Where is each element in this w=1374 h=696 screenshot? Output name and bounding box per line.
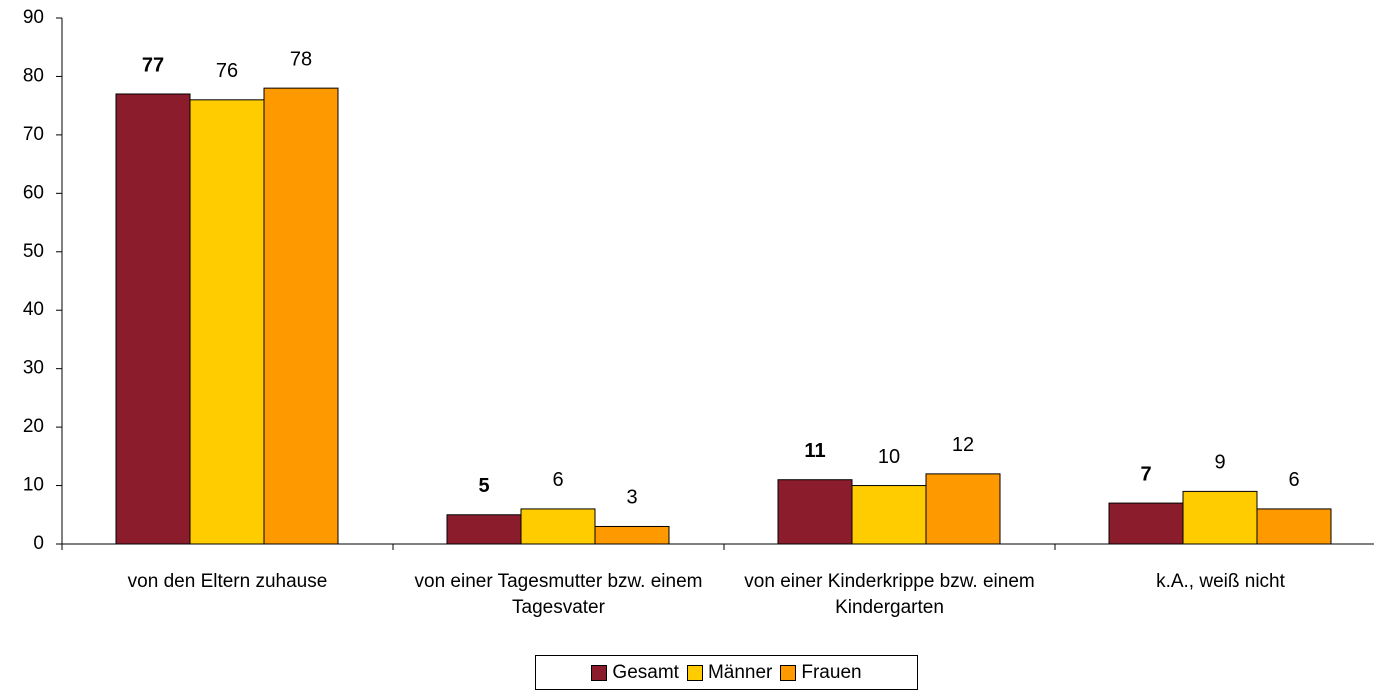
bar xyxy=(263,87,339,545)
bar xyxy=(925,473,1001,545)
bar xyxy=(1108,502,1184,545)
legend-label: Männer xyxy=(707,661,773,683)
bar xyxy=(520,508,596,545)
bar xyxy=(594,525,670,545)
bar xyxy=(851,485,927,545)
bar xyxy=(1182,490,1258,545)
legend: Gesamt Männer Frauen xyxy=(535,655,918,690)
y-tick-label: 60 xyxy=(23,182,44,203)
value-label: 9 xyxy=(1214,452,1225,474)
bar xyxy=(777,479,853,545)
y-tick-label: 90 xyxy=(23,7,44,28)
legend-label: Frauen xyxy=(801,661,862,683)
legend-swatch xyxy=(591,664,608,681)
y-tick-label: 30 xyxy=(23,358,44,379)
value-label: 78 xyxy=(290,48,312,70)
value-label: 3 xyxy=(626,487,637,509)
bar xyxy=(115,93,191,545)
x-tick-label: von den Eltern zuhause xyxy=(127,571,328,592)
x-tick-label: von einer Tagesmutter bzw. einem Tagesva… xyxy=(414,571,703,618)
y-tick-label: 0 xyxy=(33,533,44,554)
legend-swatch xyxy=(780,664,797,681)
x-tick-label: von einer Kinderkrippe bzw. einem Kinder… xyxy=(744,571,1035,618)
legend-item: Frauen xyxy=(780,661,862,684)
y-tick-label: 80 xyxy=(23,65,44,86)
value-label: 6 xyxy=(552,469,563,491)
value-label: 6 xyxy=(1288,469,1299,491)
y-tick-label: 70 xyxy=(23,124,44,145)
y-tick-label: 50 xyxy=(23,241,44,262)
bar xyxy=(1256,508,1332,545)
y-tick-label: 40 xyxy=(23,299,44,320)
y-tick-label: 10 xyxy=(23,475,44,496)
legend-item: Männer xyxy=(686,661,773,684)
value-label: 12 xyxy=(952,434,974,456)
bar xyxy=(446,514,522,545)
legend-label: Gesamt xyxy=(612,661,679,683)
value-label: 77 xyxy=(142,54,164,76)
value-label: 11 xyxy=(804,440,825,462)
value-label: 5 xyxy=(478,475,489,497)
y-tick-label: 20 xyxy=(23,416,44,437)
legend-swatch xyxy=(686,664,703,681)
x-tick-label: k.A., weiß nicht xyxy=(1156,571,1285,592)
bar xyxy=(189,99,265,545)
value-label: 7 xyxy=(1140,463,1151,485)
value-label: 10 xyxy=(878,446,900,468)
value-label: 76 xyxy=(216,60,238,82)
legend-item: Gesamt xyxy=(591,662,679,684)
